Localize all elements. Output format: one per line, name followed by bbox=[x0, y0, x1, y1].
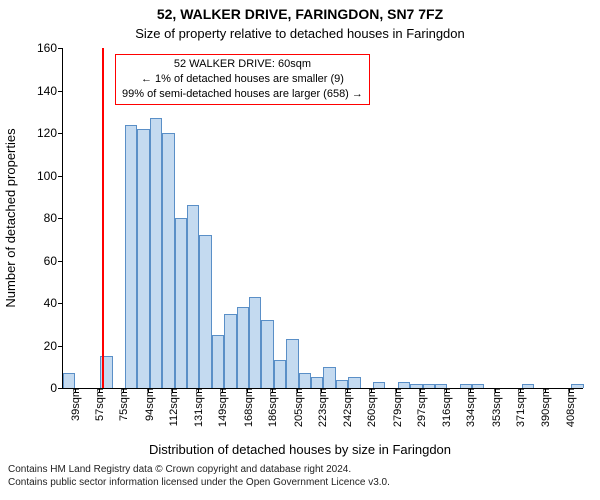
histogram-bar bbox=[237, 307, 249, 388]
xtick-label: 149sqm bbox=[215, 388, 229, 427]
xtick-label: 131sqm bbox=[191, 388, 205, 427]
annotation-line-1: 52 WALKER DRIVE: 60sqm bbox=[122, 57, 363, 72]
annotation-line-2: ← 1% of detached houses are smaller (9) bbox=[122, 72, 363, 87]
xtick-label: 57sqm bbox=[92, 388, 106, 421]
histogram-bar bbox=[175, 218, 187, 388]
histogram-bar bbox=[199, 235, 211, 388]
histogram-bar bbox=[460, 384, 472, 388]
histogram-bar bbox=[137, 129, 149, 388]
histogram-bar bbox=[150, 118, 162, 388]
histogram-bar bbox=[323, 367, 335, 388]
histogram-bar bbox=[472, 384, 484, 388]
histogram-bar bbox=[249, 297, 261, 388]
xtick-label: 112sqm bbox=[166, 388, 180, 426]
histogram-bar bbox=[348, 377, 360, 388]
xtick-label: 94sqm bbox=[142, 388, 156, 421]
xtick-label: 353sqm bbox=[489, 388, 503, 427]
histogram-bar bbox=[162, 133, 174, 388]
chart-title-subtitle: Size of property relative to detached ho… bbox=[0, 26, 600, 41]
footer-line-2: Contains public sector information licen… bbox=[8, 477, 390, 490]
histogram-bar bbox=[398, 382, 410, 388]
xtick-label: 316sqm bbox=[439, 388, 453, 427]
xtick-label: 390sqm bbox=[538, 388, 552, 427]
ytick-label: 20 bbox=[44, 339, 63, 353]
histogram-bar bbox=[125, 125, 137, 389]
chart-container: 52, WALKER DRIVE, FARINGDON, SN7 7FZ Siz… bbox=[0, 0, 600, 500]
ytick-label: 140 bbox=[37, 84, 63, 98]
histogram-bar bbox=[435, 384, 447, 388]
xtick-label: 39sqm bbox=[68, 388, 82, 421]
xtick-label: 371sqm bbox=[513, 388, 527, 427]
histogram-bar bbox=[224, 314, 236, 388]
histogram-bar bbox=[336, 380, 348, 389]
xtick-label: 223sqm bbox=[315, 388, 329, 427]
footer-attribution: Contains HM Land Registry data © Crown c… bbox=[8, 464, 390, 489]
y-axis-label: Number of detached properties bbox=[3, 128, 18, 307]
histogram-bar bbox=[187, 205, 199, 388]
ytick-label: 80 bbox=[44, 211, 63, 225]
xtick-label: 186sqm bbox=[265, 388, 279, 427]
ytick-label: 60 bbox=[44, 254, 63, 268]
histogram-bar bbox=[63, 373, 75, 388]
histogram-bar bbox=[571, 384, 583, 388]
annotation-box: 52 WALKER DRIVE: 60sqm ← 1% of detached … bbox=[115, 54, 370, 105]
ytick-label: 40 bbox=[44, 296, 63, 310]
ytick-label: 0 bbox=[50, 381, 63, 395]
ytick-label: 120 bbox=[37, 126, 63, 140]
xtick-label: 242sqm bbox=[340, 388, 354, 427]
xtick-label: 260sqm bbox=[364, 388, 378, 427]
histogram-bar bbox=[261, 320, 273, 388]
histogram-bar bbox=[212, 335, 224, 388]
histogram-bar bbox=[286, 339, 298, 388]
histogram-bar bbox=[410, 384, 422, 388]
property-marker-line bbox=[102, 48, 104, 388]
chart-title-address: 52, WALKER DRIVE, FARINGDON, SN7 7FZ bbox=[0, 6, 600, 22]
xtick-label: 168sqm bbox=[241, 388, 255, 427]
histogram-bar bbox=[423, 384, 435, 388]
xtick-label: 334sqm bbox=[463, 388, 477, 427]
ytick-label: 100 bbox=[37, 169, 63, 183]
annotation-line-3: 99% of semi-detached houses are larger (… bbox=[122, 87, 363, 102]
xtick-label: 75sqm bbox=[116, 388, 130, 421]
histogram-bar bbox=[299, 373, 311, 388]
histogram-bar bbox=[274, 360, 286, 388]
xtick-label: 297sqm bbox=[414, 388, 428, 427]
xtick-label: 279sqm bbox=[390, 388, 404, 427]
histogram-bar bbox=[522, 384, 534, 388]
histogram-bar bbox=[373, 382, 385, 388]
xtick-label: 408sqm bbox=[563, 388, 577, 427]
footer-line-1: Contains HM Land Registry data © Crown c… bbox=[8, 464, 390, 477]
xtick-label: 205sqm bbox=[291, 388, 305, 427]
ytick-label: 160 bbox=[37, 41, 63, 55]
x-axis-label: Distribution of detached houses by size … bbox=[0, 442, 600, 457]
histogram-bar bbox=[311, 377, 323, 388]
